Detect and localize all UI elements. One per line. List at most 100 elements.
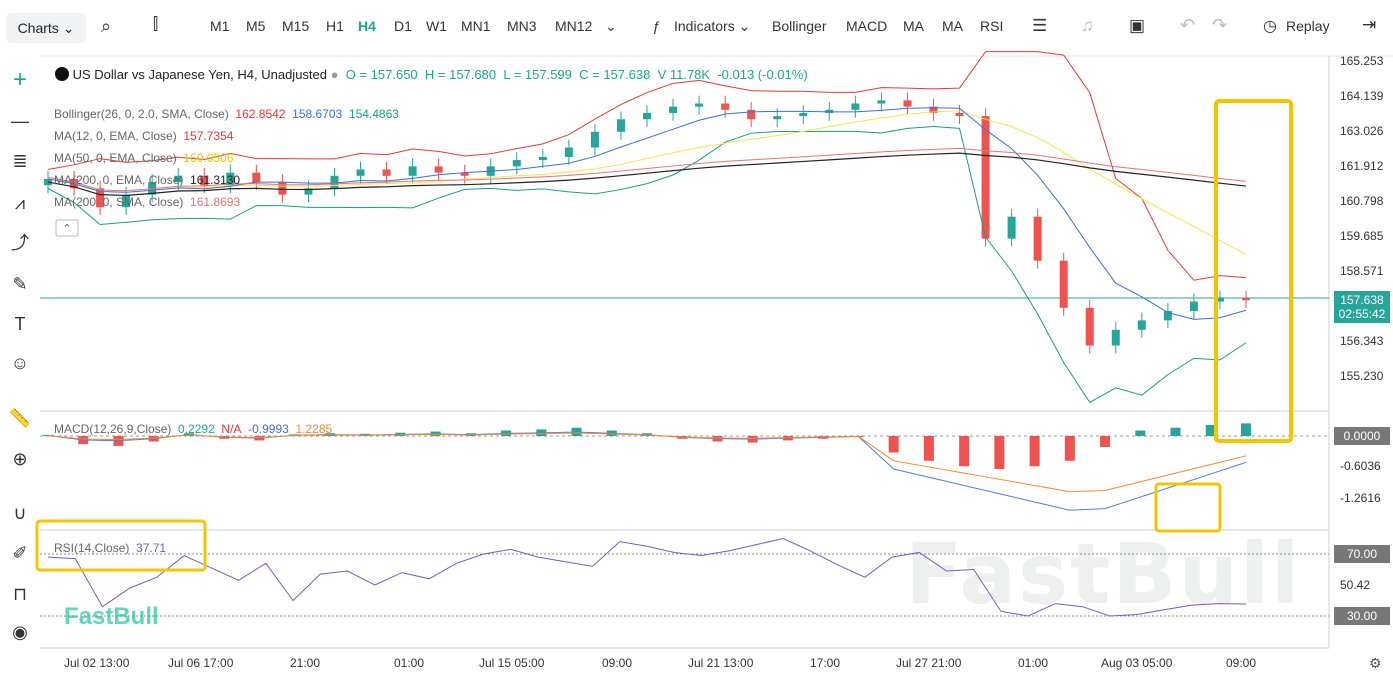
macd-bar [994,436,1005,469]
candle-body [1242,298,1250,301]
candle-body [564,147,573,157]
fullscreen-icon[interactable]: ⇥ [1362,15,1377,34]
tf-mn1[interactable]: MN1 [461,18,491,34]
price-change: -0.013 (-0.01%) [717,67,808,82]
candle-body [330,175,339,189]
search-icon[interactable]: ⌕ [101,16,112,36]
highlight-box-rsi [35,519,207,572]
ohlc-high: H = 157.680 [424,67,497,82]
candle-body [226,172,235,186]
tf-mn12[interactable]: MN12 [555,18,593,34]
candle-body [1163,310,1172,321]
emoji-icon[interactable]: ☺ [10,353,30,373]
top-toolbar: Charts ⌄ ⌕ ⫿ M1 M5 M15 H1 H4 D1 W1 MN1 M… [0,0,1393,56]
legend-ma200-ema: MA(200, 0, EMA, Close) 161.3130 [54,173,241,187]
collapse-legend-button[interactable] [55,219,79,237]
tf-w1[interactable]: W1 [426,18,447,34]
chevron-up-icon: ⌃ [62,223,71,235]
tf-m15[interactable]: M15 [282,18,310,34]
eraser-icon[interactable]: ✐ [12,543,28,563]
indicators-label: Indicators [674,18,735,34]
calendar-icon[interactable]: ▣ [1129,16,1146,35]
magnet-icon[interactable]: ∪ [13,503,27,523]
ruler-icon[interactable]: 📏 [8,408,32,428]
time-tick: Jul 27 21:00 [896,656,962,670]
macd-bar [1170,427,1181,436]
candle-body [96,188,105,208]
current-price-tag: 157.638 [1334,291,1390,309]
candle-body [408,166,417,176]
fastbull-logo: FastBull [64,603,159,630]
candle-body [1007,216,1016,239]
ma50-line [47,110,1247,256]
volume: V 11.78K [657,67,711,82]
alert-icon[interactable]: ♫ [1081,16,1094,35]
macd-bar [1241,423,1251,436]
candle-body [747,109,756,120]
ohlc-open: O = 157.650 [345,67,418,82]
hlines-icon[interactable]: ≣ [12,151,28,171]
time-tick: Jul 02 13:00 [64,656,130,670]
candle-body [903,100,912,107]
eye-icon[interactable]: ◉ [12,622,28,642]
ma200-ema-line [47,152,1247,197]
candle-type-icon[interactable]: ⫿ [153,16,159,33]
indicator-bollinger[interactable]: Bollinger [772,18,827,34]
tf-mn3[interactable]: MN3 [507,18,537,34]
settings-gear-icon[interactable]: ⚙ [1369,655,1382,671]
undo-icon[interactable]: ↶ [1180,15,1196,35]
candle-body [356,169,365,176]
price-tick: 165.253 [1340,54,1384,68]
bollinger-lower-line [47,126,1247,404]
indicator-ma-1[interactable]: MA [903,18,924,34]
fib-icon[interactable]: ⤴ [11,233,29,253]
pattern-icon[interactable]: ⩘ [14,193,26,213]
candle-body [877,100,886,104]
time-tick: Jul 06 17:00 [168,656,234,670]
replay-button[interactable]: Replay [1286,18,1330,34]
indicator-ma-2[interactable]: MA [942,18,963,34]
macd-zero-tag: 0.0000 [1334,427,1390,445]
bollinger-upper-line [47,51,1247,281]
indicators-button[interactable]: Indicators ⌄ [674,18,751,34]
candle-body [252,172,261,183]
macd-bar [1100,436,1111,447]
crosshair-icon[interactable]: + [12,66,27,93]
time-tick: 21:00 [290,656,321,670]
redo-icon[interactable]: ↷ [1212,15,1228,35]
time-tick: 17:00 [810,656,841,670]
indicator-rsi[interactable]: RSI [980,18,1004,34]
tf-m1[interactable]: M1 [210,18,230,34]
charts-menu-button[interactable]: Charts ⌄ [6,13,86,43]
candle-body [773,116,782,120]
tf-h4[interactable]: H4 [358,18,376,34]
function-icon: ƒ [652,18,660,34]
zoom-icon[interactable]: ⊕ [12,449,28,469]
replay-icon[interactable]: ◷ [1263,18,1277,35]
price-tick: 156.343 [1340,334,1384,348]
line-icon[interactable]: — [11,111,29,131]
tf-h1[interactable]: H1 [326,18,344,34]
brush-icon[interactable]: ✎ [12,274,28,294]
charts-label: Charts [17,20,59,36]
legend-ma50: MA(50, 0, EMA, Close) 160.0506 [54,151,234,165]
candle-body [304,188,313,195]
indicator-macd[interactable]: MACD [846,18,888,34]
tf-d1[interactable]: D1 [394,18,412,34]
template-icon[interactable]: ☰ [1032,16,1048,35]
legend-ma12: MA(12, 0, EMA, Close) 157.7354 [54,129,234,143]
symbol-title: US Dollar vs Japanese Yen, H4, Unadjuste… [72,67,328,82]
price-tick: 164.139 [1340,89,1384,103]
chevron-down-icon[interactable]: ⌄ [605,18,617,34]
lock-icon[interactable]: ⊓ [12,584,28,604]
candle-body [460,172,469,176]
candle-body [538,156,547,161]
legend-macd: MACD(12,26,9,Close) 0.2292 N/A -0.9993 1… [54,422,333,436]
rsi-line [47,537,1247,617]
macd-tick: -0.6036 [1340,459,1381,473]
price-tick: 161.912 [1340,159,1384,173]
tf-m5[interactable]: M5 [246,18,266,34]
legend-rsi: RSI(14,Close) 37.71 [54,541,167,555]
text-icon[interactable]: T [14,314,26,334]
